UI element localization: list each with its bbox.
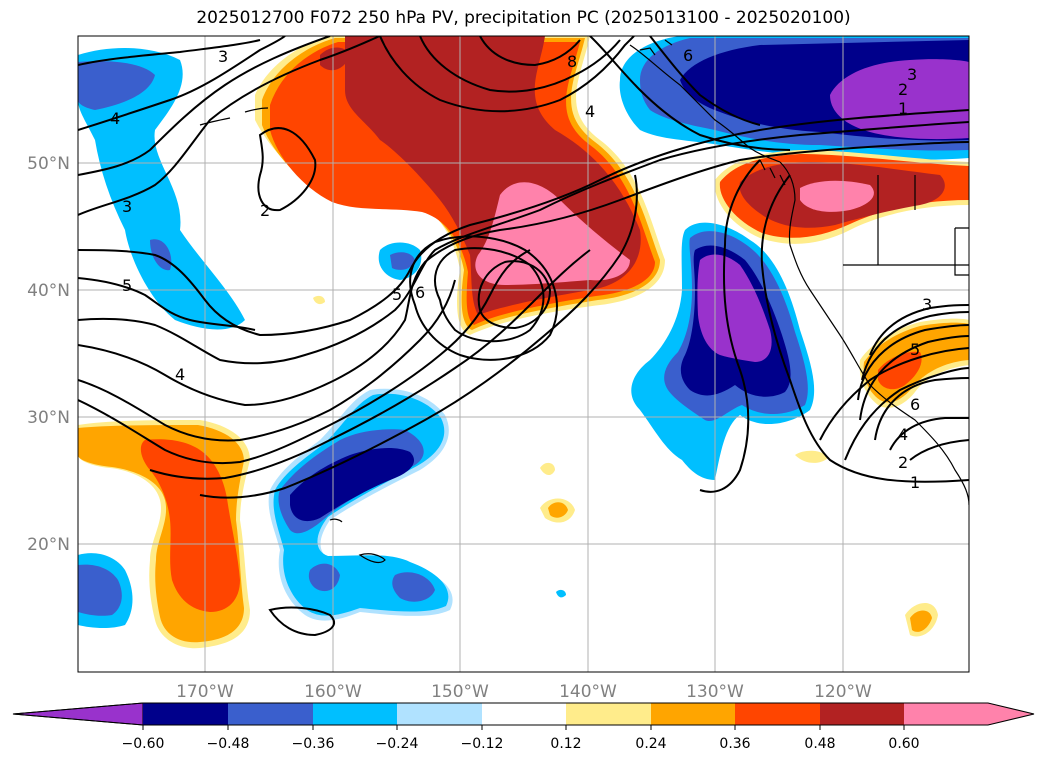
colorbar-segment bbox=[820, 703, 904, 725]
colorbar-tick-label: 0.24 bbox=[635, 736, 666, 752]
colorbar-tick-label: −0.60 bbox=[122, 736, 165, 752]
lat-label: 20°N bbox=[27, 535, 70, 555]
shade-royal-nw bbox=[78, 61, 155, 110]
lon-label: 170°W bbox=[176, 682, 234, 702]
map-title: 2025012700 F072 250 hPa PV, precipitatio… bbox=[196, 8, 851, 28]
colorbar-tick-label: 0.48 bbox=[804, 736, 835, 752]
colorbar-segment bbox=[566, 703, 651, 725]
pv-contours bbox=[78, 36, 969, 637]
shade-pink-bc bbox=[800, 180, 874, 212]
shade-firebrick-sub bbox=[320, 47, 350, 71]
shade-orange-small4 bbox=[910, 610, 932, 632]
shade-redorange-sw bbox=[140, 439, 240, 612]
colorbar-tick-label: 0.12 bbox=[550, 736, 581, 752]
contour-label: 4 bbox=[175, 365, 185, 384]
shade-royal-nw2 bbox=[150, 239, 172, 271]
colorbar-segment bbox=[313, 703, 397, 725]
shade-pink-north bbox=[475, 182, 630, 285]
latitude-labels: 50°N 40°N 30°N 20°N bbox=[27, 154, 70, 555]
contour-label: 8 bbox=[567, 52, 577, 71]
lon-label: 120°W bbox=[814, 682, 872, 702]
colorbar-extend-left bbox=[12, 702, 144, 726]
colorbar-tick-label: 0.36 bbox=[719, 736, 750, 752]
lon-label: 160°W bbox=[304, 682, 362, 702]
shade-royal-south2 bbox=[308, 563, 340, 592]
contour-label: 4 bbox=[110, 109, 120, 128]
contour-label: 2 bbox=[898, 453, 908, 472]
map-gridlines bbox=[78, 36, 969, 672]
shade-navy-south bbox=[290, 448, 415, 522]
colorbar-tick-label: 0.60 bbox=[888, 736, 919, 752]
contour-labels: 3 4 3 2 5 4 5 6 8 4 6 3 2 1 3 5 6 4 2 1 bbox=[110, 46, 932, 492]
shade-yellow-small1 bbox=[540, 462, 555, 476]
longitude-labels: 170°W 160°W 150°W 140°W 130°W 120°W bbox=[176, 682, 872, 702]
shade-blue-nw bbox=[78, 48, 245, 330]
shade-royal-small bbox=[390, 252, 415, 270]
colorbar-segment bbox=[735, 703, 820, 725]
contour-label: 2 bbox=[898, 80, 908, 99]
contour-label: 3 bbox=[922, 295, 932, 314]
colorbar-tick-label: −0.12 bbox=[461, 736, 504, 752]
map-area: 3 4 3 2 5 4 5 6 8 4 6 3 2 1 3 5 6 4 2 1 bbox=[78, 36, 969, 672]
contour-label: 4 bbox=[898, 425, 908, 444]
colorbar-tick-label: −0.24 bbox=[376, 736, 419, 752]
shade-yellow-small5 bbox=[313, 295, 325, 305]
colorbar-ticks bbox=[142, 725, 905, 730]
coastlines bbox=[199, 39, 969, 564]
contour-label: 3 bbox=[122, 197, 132, 216]
contour-label: 3 bbox=[218, 47, 228, 66]
contour-label: 5 bbox=[910, 340, 920, 359]
lon-label: 140°W bbox=[559, 682, 617, 702]
colorbar-tick-label: −0.36 bbox=[292, 736, 335, 752]
contour-label: 4 bbox=[585, 102, 595, 121]
shade-blue-small6 bbox=[556, 589, 566, 598]
contour-label: 6 bbox=[415, 283, 425, 302]
lat-label: 30°N bbox=[27, 408, 70, 428]
contour-label: 3 bbox=[907, 65, 917, 84]
colorbar-tick-label: −0.48 bbox=[207, 736, 250, 752]
lat-label: 50°N bbox=[27, 154, 70, 174]
shade-purple-central bbox=[697, 254, 772, 362]
lon-label: 130°W bbox=[686, 682, 744, 702]
colorbar: −0.60 −0.48 −0.36 −0.24 −0.12 0.12 0.24 … bbox=[12, 702, 1035, 752]
lon-label: 150°W bbox=[431, 682, 489, 702]
contour-label: 6 bbox=[683, 46, 693, 65]
contour-label: 1 bbox=[910, 473, 920, 492]
colorbar-extend-right bbox=[904, 703, 1034, 725]
shade-purple-ne bbox=[830, 59, 969, 140]
colorbar-segment bbox=[143, 703, 228, 725]
colorbar-segment bbox=[397, 703, 482, 725]
contour-label: 5 bbox=[122, 276, 132, 295]
contour-label: 1 bbox=[898, 99, 908, 118]
colorbar-segment bbox=[651, 703, 735, 725]
shade-yellow-small3 bbox=[795, 450, 828, 463]
lat-label: 40°N bbox=[27, 281, 70, 301]
contour-label: 6 bbox=[910, 395, 920, 414]
colorbar-segment bbox=[228, 703, 313, 725]
shade-royal-south3 bbox=[392, 572, 435, 602]
map-frame bbox=[77, 35, 970, 673]
shade-royal-sw bbox=[78, 564, 122, 616]
shade-orange-small2 bbox=[548, 502, 568, 518]
contour-label: 5 bbox=[392, 285, 402, 304]
colorbar-segment bbox=[482, 703, 566, 725]
contour-label: 2 bbox=[260, 201, 270, 220]
